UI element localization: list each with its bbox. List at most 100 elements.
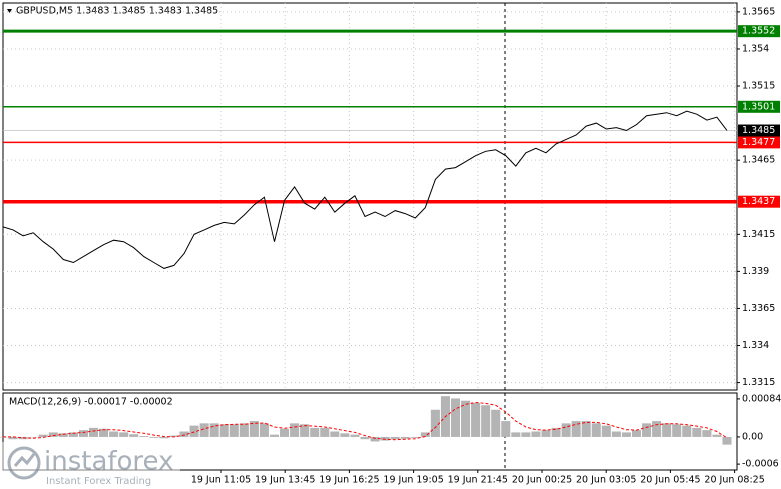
macd-signal <box>3 401 728 441</box>
macd-bar <box>320 427 330 437</box>
macd-bar <box>28 436 38 438</box>
y-tick-label: 1.3515 <box>742 81 775 92</box>
y-tick-label: 1.334 <box>742 340 769 351</box>
y-tick-label: 1.3565 <box>742 6 775 17</box>
x-tick-label: 19 Jun 19:05 <box>383 475 443 486</box>
macd-bar <box>129 434 139 437</box>
macd-bar <box>249 421 259 437</box>
macd-bar <box>491 409 501 437</box>
macd-bar <box>99 428 109 437</box>
chart-title: GBPUSD,M5 1.3483 1.3485 1.3483 1.3485 <box>16 6 218 17</box>
y2-tick-label: -0.0006 <box>742 459 779 470</box>
x-tick-label: 20 Jun 08:25 <box>704 475 764 486</box>
macd-bar <box>702 430 712 437</box>
main-frame <box>2 2 738 391</box>
macd-bar <box>310 427 320 437</box>
macd-bar <box>611 431 621 437</box>
macd-bar <box>481 405 491 437</box>
macd-bar <box>551 427 561 437</box>
level-tag <box>738 100 780 113</box>
macd-bar <box>450 398 461 437</box>
macd-bar <box>330 431 340 437</box>
macd-bar <box>8 436 18 440</box>
macd-bar <box>78 430 88 437</box>
macd-bar <box>259 423 269 437</box>
price-line <box>2 110 728 269</box>
macd-bar <box>621 432 631 437</box>
menu-arrow <box>7 9 12 13</box>
level-label: 1.3477 <box>742 137 775 148</box>
y-tick-label: 1.3415 <box>742 229 775 240</box>
macd-bar <box>38 434 48 437</box>
macd-bar <box>179 431 189 437</box>
current-price-label: 1.3485 <box>742 125 775 136</box>
macd-bar <box>682 425 692 437</box>
y-tick-label: 1.339 <box>742 266 769 277</box>
macd-bar <box>300 424 310 437</box>
macd-bar <box>109 431 119 437</box>
macd-bar <box>561 423 571 437</box>
x-tick-label: 20 Jun 05:45 <box>640 475 700 486</box>
x-tick-label: 19 Jun 21:45 <box>448 475 508 486</box>
macd-bar <box>350 434 360 437</box>
macd-label: MACD(12,26,9) -0.00017 -0.00002 <box>9 397 173 408</box>
macd-bar <box>461 400 471 437</box>
macd-bar <box>652 421 662 437</box>
macd-bar <box>269 434 280 437</box>
macd-bar <box>229 424 239 437</box>
level-tag <box>738 25 780 38</box>
macd-bar <box>410 436 420 438</box>
y-tick-label: 1.354 <box>742 43 769 54</box>
macd-bar <box>430 409 440 437</box>
macd-bar <box>219 424 229 437</box>
y2-tick-label: 0.00 <box>742 431 763 442</box>
macd-bar <box>712 434 722 437</box>
level-tag <box>738 195 780 208</box>
macd-bar <box>189 425 199 437</box>
macd-bar <box>119 432 129 437</box>
logo: instaforex Instant Forex Trading <box>2 442 180 487</box>
y2-tick-label: 0.00084 <box>742 393 781 404</box>
macd-bar <box>571 421 581 437</box>
macd-bar <box>340 433 350 437</box>
macd-bar <box>58 433 68 437</box>
level-label: 1.3437 <box>742 196 775 207</box>
macd-bar <box>360 436 370 440</box>
macd-bar <box>199 423 209 437</box>
macd-bar <box>531 431 541 437</box>
macd-bar <box>420 432 430 437</box>
x-tick-label: 20 Jun 00:25 <box>512 475 572 486</box>
macd-bar <box>169 435 179 437</box>
macd-bar <box>642 423 652 437</box>
macd-bar <box>662 423 672 437</box>
logo-tagline: Instant Forex Trading <box>46 476 151 487</box>
macd-bar <box>88 427 99 437</box>
macd-bar <box>290 423 300 437</box>
macd-bar <box>541 430 551 437</box>
macd-bar <box>370 436 380 442</box>
macd-bar <box>672 424 682 437</box>
macd-bar <box>149 436 159 438</box>
macd-bar <box>400 436 410 439</box>
macd-bar <box>722 436 732 445</box>
macd-bar <box>511 432 521 437</box>
x-tick-label: 19 Jun 16:25 <box>319 475 379 486</box>
macd-bar <box>48 432 58 437</box>
macd-bar <box>501 421 511 437</box>
y-tick-label: 1.3365 <box>742 303 775 314</box>
macd-bar <box>239 423 249 437</box>
y-tick-label: 1.3465 <box>742 155 775 166</box>
x-tick-label: 20 Jun 03:05 <box>576 475 636 486</box>
logo-icon-mark <box>13 453 36 467</box>
level-label: 1.3552 <box>742 26 775 37</box>
logo-name: instaforex <box>44 447 173 477</box>
macd-bar <box>581 421 591 437</box>
macd-bar <box>591 423 601 437</box>
y-tick-label: 1.3315 <box>742 377 775 388</box>
current-price-tag <box>738 124 780 137</box>
level-tag <box>738 136 780 149</box>
macd-bar <box>209 423 219 437</box>
x-tick-label: 19 Jun 13:45 <box>255 475 315 486</box>
macd-bar <box>471 402 481 437</box>
